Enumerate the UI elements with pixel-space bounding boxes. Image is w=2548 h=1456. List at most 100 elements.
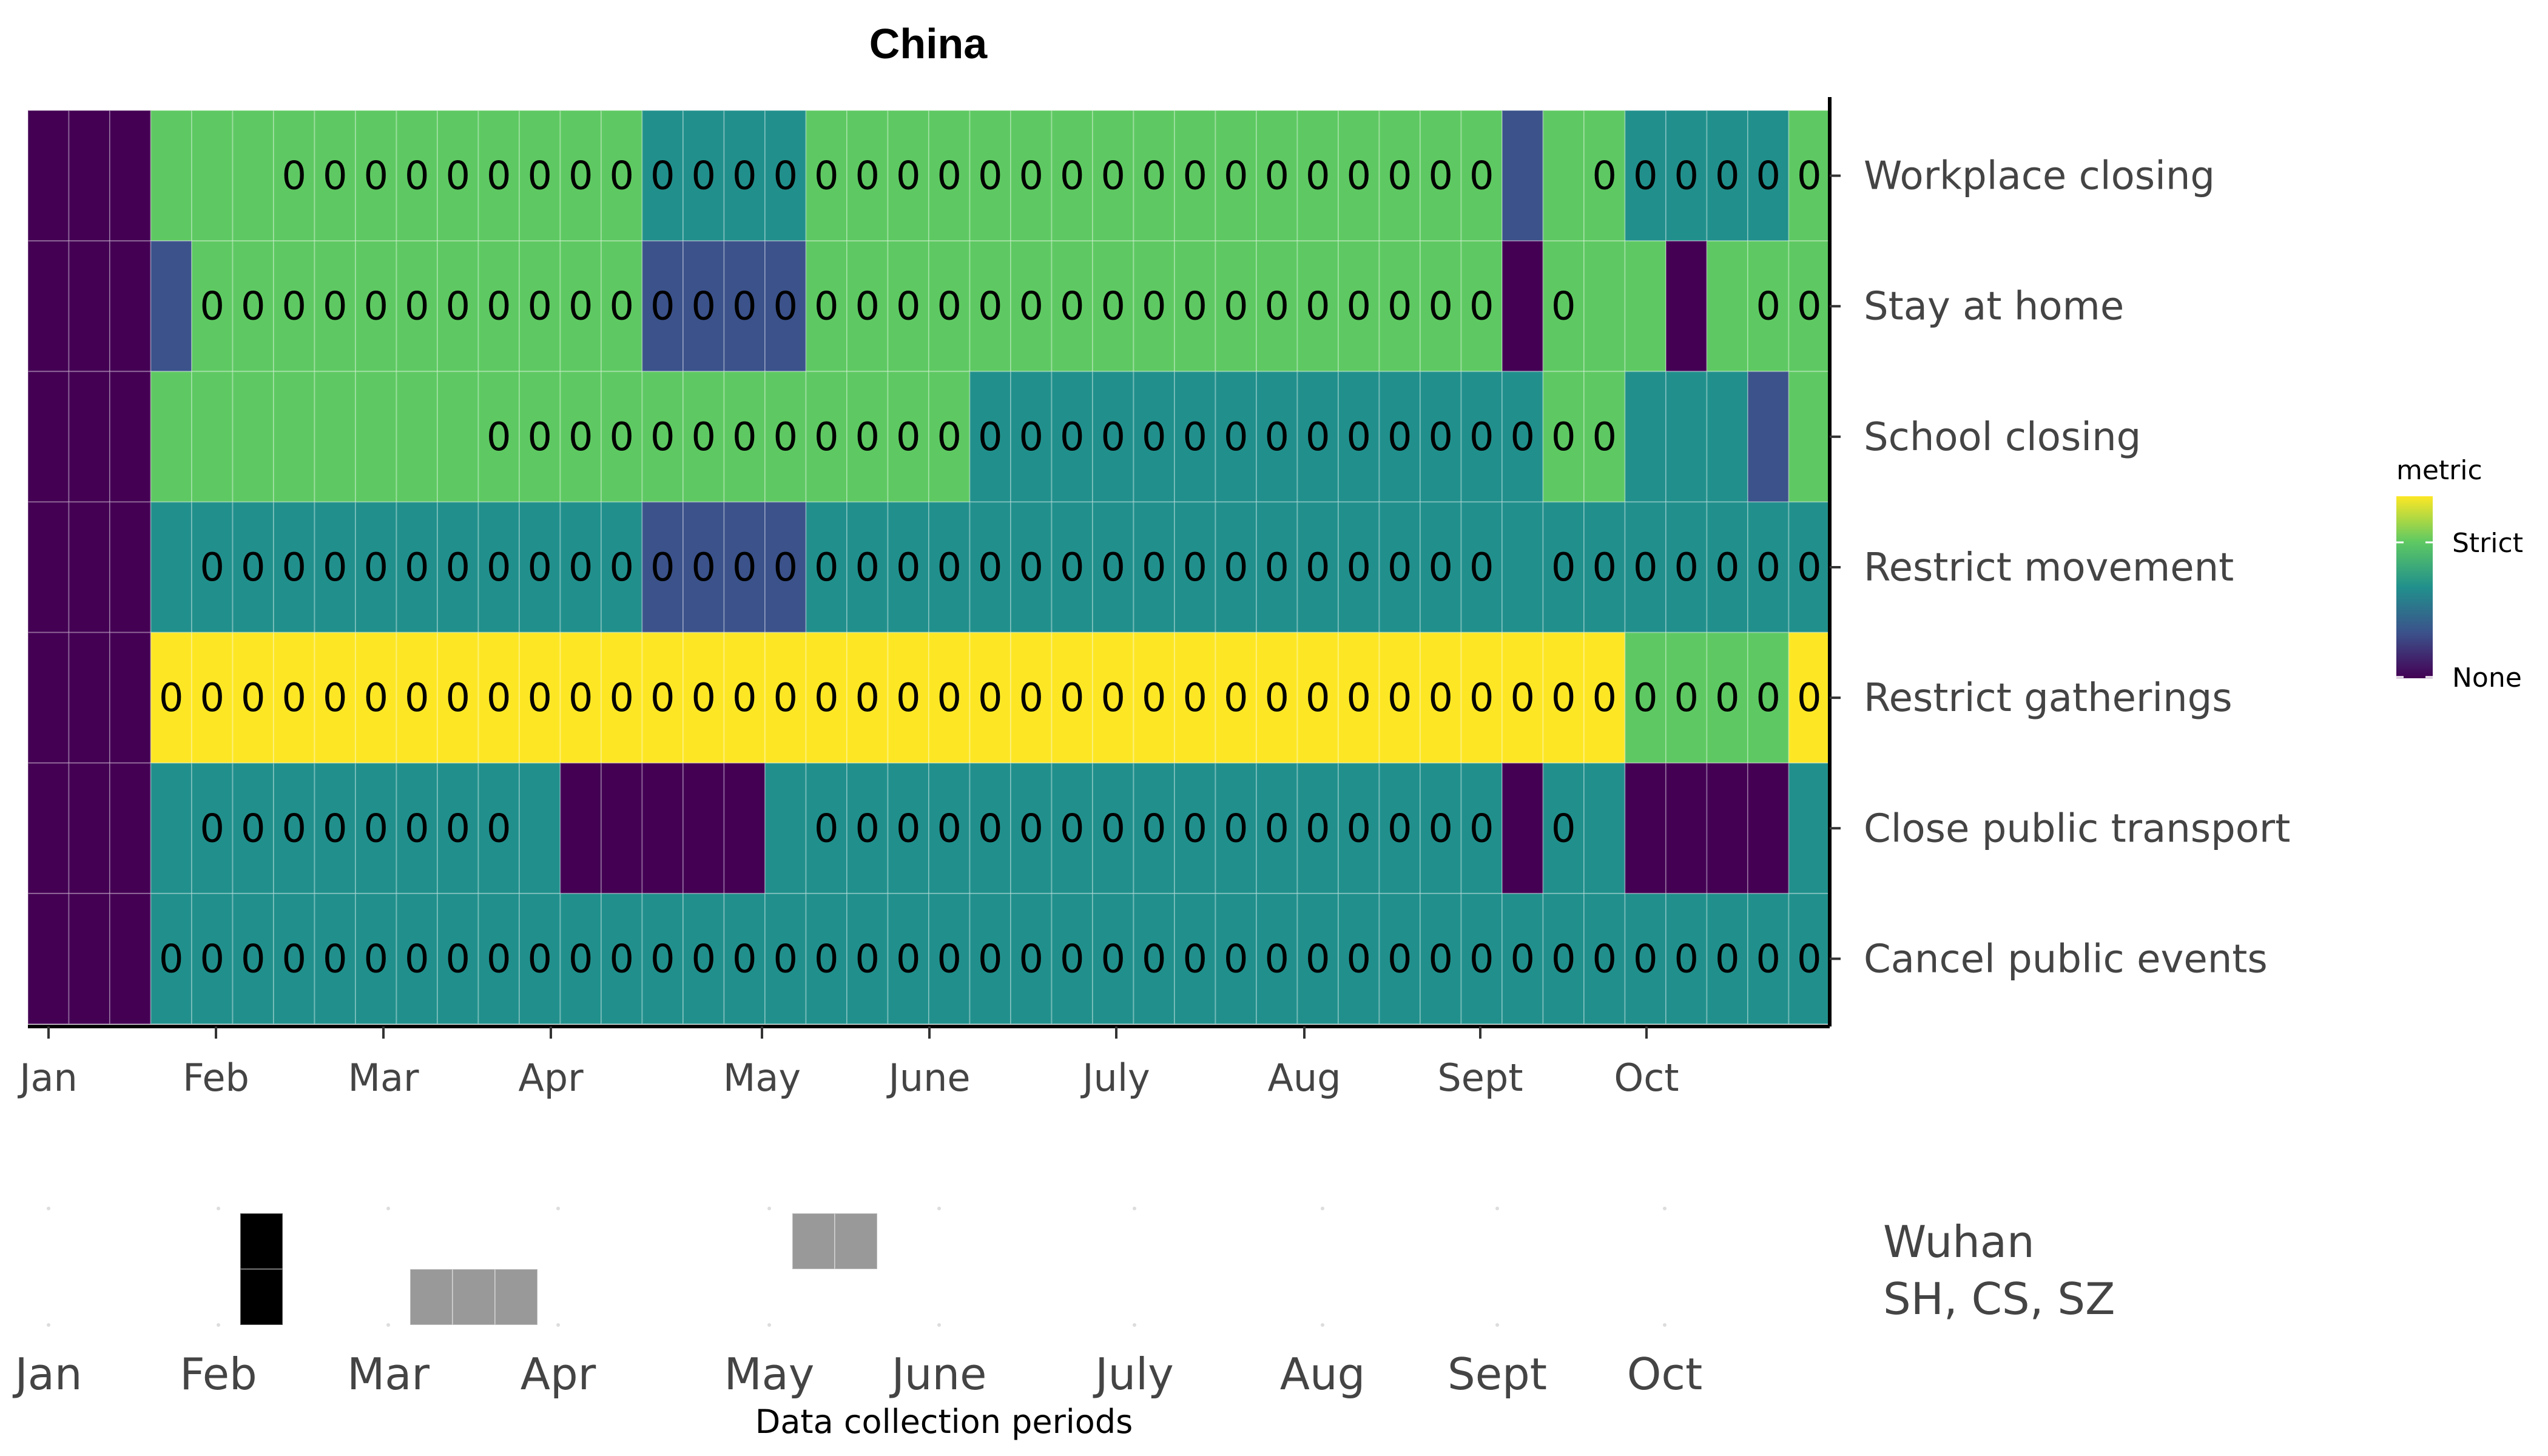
- heatmap-cell: [1092, 110, 1134, 242]
- heatmap-cell: [68, 110, 110, 242]
- cell-value-label: 0: [1100, 415, 1125, 460]
- cell-value-label: 0: [1387, 154, 1412, 199]
- cell-value-label: 0: [241, 676, 266, 721]
- heatmap-cell: [1133, 371, 1175, 503]
- cell-value-label: 0: [1756, 545, 1781, 590]
- cell-value-label: 0: [978, 285, 1003, 329]
- cell-value-label: 0: [1182, 285, 1207, 329]
- grid-dot: [1133, 1323, 1136, 1327]
- grid-dot: [1495, 1323, 1499, 1327]
- heatmap-cell: [559, 892, 602, 1025]
- heatmap-cell: [68, 762, 110, 894]
- heatmap-cell: [1296, 892, 1339, 1025]
- heatmap-cell: [1624, 371, 1667, 503]
- heatmap-cell: [969, 240, 1011, 372]
- heatmap-cell: [682, 240, 725, 372]
- heatmap-cell: [1542, 762, 1585, 894]
- heatmap-cell: [641, 501, 684, 633]
- heatmap-cell: [150, 240, 192, 372]
- heatmap-cell: [1256, 240, 1298, 372]
- cell-value-label: 0: [896, 415, 921, 460]
- heatmap-cell: [1215, 762, 1257, 894]
- cell-value-label: 0: [691, 937, 716, 982]
- heatmap-cell: [1092, 892, 1134, 1025]
- cell-value-label: 0: [527, 154, 552, 199]
- heatmap-cell: [314, 371, 356, 503]
- grid-dot: [217, 1323, 220, 1327]
- cell-value-label: 0: [896, 676, 921, 721]
- heatmap-cell: [477, 240, 520, 372]
- heatmap-cell: [559, 110, 602, 242]
- cell-value-label: 0: [1715, 676, 1740, 721]
- heatmap-cell: [27, 632, 70, 764]
- row-label-school-closing: School closing: [1864, 415, 2141, 460]
- grid-dot: [556, 1323, 560, 1327]
- cell-value-label: 0: [1060, 545, 1085, 590]
- cell-value-label: 0: [609, 676, 634, 721]
- heatmap-cell: [1460, 501, 1503, 633]
- cell-value-label: 0: [1182, 154, 1207, 199]
- heatmap-cell: [1296, 501, 1339, 633]
- cell-value-label: 0: [1346, 415, 1371, 460]
- cell-value-label: 0: [978, 415, 1003, 460]
- heatmap-cell: [764, 110, 807, 242]
- cell-value-label: 0: [1510, 676, 1535, 721]
- heatmap-cell: [1583, 892, 1626, 1025]
- heatmap-cell: [109, 632, 152, 764]
- cell-value-label: 0: [568, 415, 593, 460]
- heatmap-cell: [437, 892, 479, 1025]
- heatmap-cell: [805, 632, 848, 764]
- cell-value-label: 0: [773, 676, 798, 721]
- heatmap-cell: [601, 501, 643, 633]
- heatmap-cell: [396, 240, 438, 372]
- heatmap-cell: [191, 110, 234, 242]
- cell-value-label: 0: [1469, 937, 1494, 982]
- heatmap-cell: [1502, 632, 1544, 764]
- heatmap-cell: [1296, 371, 1339, 503]
- cell-value-label: 0: [1592, 545, 1617, 590]
- cell-value-label: 0: [1306, 937, 1330, 982]
- cell-value-label: 0: [445, 676, 470, 721]
- heatmap-cell: [191, 892, 234, 1025]
- cell-value-label: 0: [1715, 154, 1740, 199]
- cell-value-label: 0: [363, 806, 388, 851]
- grid-dot: [47, 1207, 50, 1210]
- heatmap-cell: [805, 501, 848, 633]
- cell-value-label: 0: [937, 154, 962, 199]
- heatmap-cell: [68, 501, 110, 633]
- cell-value-label: 0: [1797, 154, 1822, 199]
- heatmap-cell: [437, 240, 479, 372]
- heatmap-cell: [682, 762, 725, 894]
- cell-value-label: 0: [814, 937, 839, 982]
- cell-value-label: 0: [200, 545, 224, 590]
- heatmap-cell: [723, 501, 766, 633]
- cell-value-label: 0: [609, 154, 634, 199]
- heatmap-cell: [477, 892, 520, 1025]
- cell-value-label: 0: [445, 806, 470, 851]
- cell-value-label: 0: [1019, 415, 1043, 460]
- cell-value-label: 0: [896, 285, 921, 329]
- heatmap-cell: [601, 892, 643, 1025]
- heatmap-cell: [969, 501, 1011, 633]
- heatmap-cell: [1502, 762, 1544, 894]
- cell-value-label: 0: [1306, 154, 1330, 199]
- cell-value-label: 0: [1224, 415, 1249, 460]
- heatmap-cell: [1624, 762, 1667, 894]
- cell-value-label: 0: [1306, 545, 1330, 590]
- cell-value-label: 0: [281, 285, 306, 329]
- cell-value-label: 0: [405, 154, 430, 199]
- cell-value-label: 0: [1428, 806, 1453, 851]
- heatmap-cell: [232, 632, 274, 764]
- cell-value-label: 0: [241, 285, 266, 329]
- heatmap-cell: [273, 632, 315, 764]
- cell-value-label: 0: [1674, 154, 1699, 199]
- cell-value-label: 0: [1182, 806, 1207, 851]
- cell-value-label: 0: [732, 285, 757, 329]
- cell-value-label: 0: [1100, 806, 1125, 851]
- chart-title: China: [869, 20, 988, 67]
- cell-value-label: 0: [1224, 285, 1249, 329]
- heatmap-cell: [1256, 110, 1298, 242]
- heatmap-cell: [1378, 501, 1421, 633]
- bottom-tick-label-mar: Mar: [347, 1349, 430, 1400]
- heatmap-cell: [1502, 110, 1544, 242]
